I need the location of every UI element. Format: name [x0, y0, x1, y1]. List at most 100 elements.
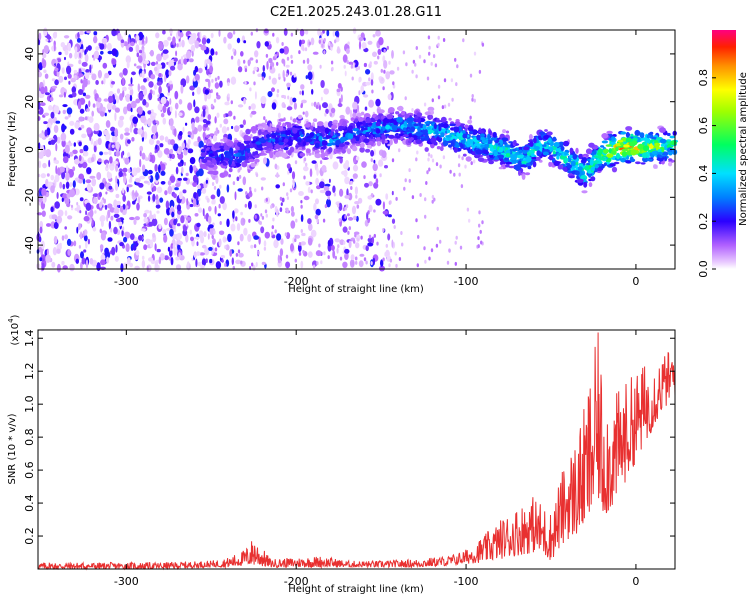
spectrogram-noise-cell	[177, 152, 184, 160]
spectrogram-noise-cell	[128, 168, 131, 174]
spectrogram-noise-cell	[471, 97, 474, 102]
spectrogram-noise-cell	[62, 109, 66, 115]
spectrogram-noise-cell	[321, 43, 324, 48]
spectrogram-noise-cell	[239, 233, 244, 242]
spectrogram-noise-cell	[334, 255, 337, 260]
spectrogram-ridge-cell	[605, 144, 612, 147]
spectrogram-noise-cell	[381, 77, 384, 82]
spectrogram-ridge-cell	[272, 138, 276, 142]
spectrogram-noise-cell	[195, 258, 198, 268]
spectrogram-noise-cell	[308, 41, 311, 46]
spectrogram-noise-cell	[271, 225, 274, 230]
spectrogram-ridge-cell	[611, 136, 616, 140]
spectrogram-noise-cell	[354, 233, 357, 238]
spectrogram-noise-cell	[310, 80, 313, 85]
spectrogram-ridge-cell	[526, 162, 531, 166]
spectrogram-noise-cell	[323, 50, 326, 55]
spectrogram-ridge-cell	[553, 142, 560, 148]
spectrogram-noise-cell	[427, 157, 430, 162]
spectrogram-noise-cell	[377, 55, 380, 60]
spectrogram-noise-cell	[214, 205, 217, 215]
spectrogram-noise-cell	[294, 234, 297, 239]
spectrogram-noise-cell	[155, 199, 160, 205]
spectrogram-noise-cell	[196, 86, 201, 95]
spectrogram-noise-cell	[91, 178, 97, 187]
spectrogram-noise-cell	[80, 261, 83, 270]
spectrogram-noise-cell	[108, 185, 113, 190]
spectrogram-ridge-cell	[395, 135, 401, 139]
spectrogram-ridge-cell	[250, 162, 256, 168]
spectrogram-ridge-cell	[627, 137, 632, 142]
spectrogram-noise-cell	[247, 200, 252, 210]
spectrogram-ridge-cell	[589, 159, 594, 166]
spectrogram-ridge-cell	[212, 170, 219, 176]
spectrogram-ridge-cell	[424, 134, 430, 141]
spectrogram-noise-cell	[119, 115, 125, 121]
spectrogram-ridge-cell	[328, 147, 333, 153]
spectrogram-noise-cell	[272, 32, 275, 37]
spectrogram-noise-cell	[334, 39, 337, 44]
spectrogram-noise-cell	[430, 248, 434, 253]
spectrogram-ridge-cell	[462, 153, 467, 157]
spectrogram-noise-cell	[156, 140, 160, 145]
spectrogram-ridge-cell	[299, 131, 302, 136]
spectrogram-noise-cell	[37, 71, 42, 78]
spectrogram-ridge-cell	[489, 152, 494, 156]
spectrogram-noise-cell	[442, 155, 446, 160]
spectrogram-noise-cell	[437, 84, 441, 89]
spectrogram-noise-cell	[300, 260, 304, 269]
spectrogram-noise-cell	[207, 233, 210, 240]
spectrogram-noise-cell	[254, 91, 257, 100]
spectrogram-noise-cell	[375, 98, 381, 107]
spectrogram-noise-cell	[237, 58, 241, 67]
spectrogram-noise-cell	[416, 263, 419, 268]
spectrogram-noise-cell	[81, 61, 88, 67]
spectrogram-noise-cell	[84, 72, 90, 80]
spectrogram-noise-cell	[380, 259, 384, 267]
spectrogram-y-tick-label: -40	[23, 236, 36, 254]
spectrogram-ridge-cell	[459, 132, 464, 138]
spectrogram-noise-cell	[121, 229, 124, 237]
spectrogram-noise-cell	[50, 206, 54, 213]
spectrogram-ridge-cell	[305, 137, 312, 142]
spectrogram-noise-cell	[193, 99, 196, 108]
spectrogram-noise-cell	[39, 257, 43, 262]
spectrogram-noise-cell	[160, 163, 166, 172]
spectrogram-ridge-cell	[448, 144, 452, 148]
spectrogram-ridge-cell	[547, 137, 552, 144]
spectrogram-noise-cell	[439, 164, 442, 169]
spectrogram-noise-cell	[252, 70, 255, 75]
spectrogram-noise-cell	[170, 243, 174, 249]
spectrogram-ridge-cell	[637, 143, 645, 150]
spectrogram-ridge-cell	[254, 158, 260, 163]
spectrogram-noise-cell	[307, 218, 312, 225]
spectrogram-noise-cell	[148, 92, 153, 101]
spectrogram-noise-cell	[458, 154, 461, 159]
spectrogram-noise-cell	[202, 208, 205, 217]
spectrogram-noise-cell	[356, 237, 359, 242]
spectrogram-noise-cell	[269, 123, 272, 128]
spectrogram-noise-cell	[424, 214, 427, 219]
snr-y-label: SNR (10 * v/v)	[7, 413, 18, 484]
spectrogram-noise-cell	[216, 112, 220, 118]
spectrogram-noise-cell	[302, 47, 305, 52]
spectrogram-ridge-cell	[527, 165, 532, 170]
spectrogram-noise-cell	[361, 161, 367, 168]
spectrogram-noise-cell	[160, 96, 167, 105]
spectrogram-noise-cell	[177, 177, 182, 181]
spectrogram-noise-cell	[232, 30, 236, 35]
spectrogram-noise-cell	[201, 258, 207, 267]
spectrogram-noise-cell	[148, 214, 155, 220]
spectrogram-noise-cell	[208, 246, 213, 251]
spectrogram-noise-cell	[194, 73, 200, 81]
spectrogram-ridge-cell	[623, 144, 630, 148]
spectrogram-noise-cell	[165, 200, 170, 209]
spectrogram-noise-cell	[162, 52, 168, 61]
colorbar-tick-label: 0.2	[697, 212, 710, 230]
spectrogram-noise-cell	[182, 224, 188, 232]
spectrogram-noise-cell	[437, 35, 440, 40]
spectrogram-noise-cell	[187, 148, 194, 154]
spectrogram-noise-cell	[49, 97, 54, 102]
spectrogram-noise-cell	[473, 98, 476, 103]
spectrogram-ridge-cell	[275, 151, 281, 158]
